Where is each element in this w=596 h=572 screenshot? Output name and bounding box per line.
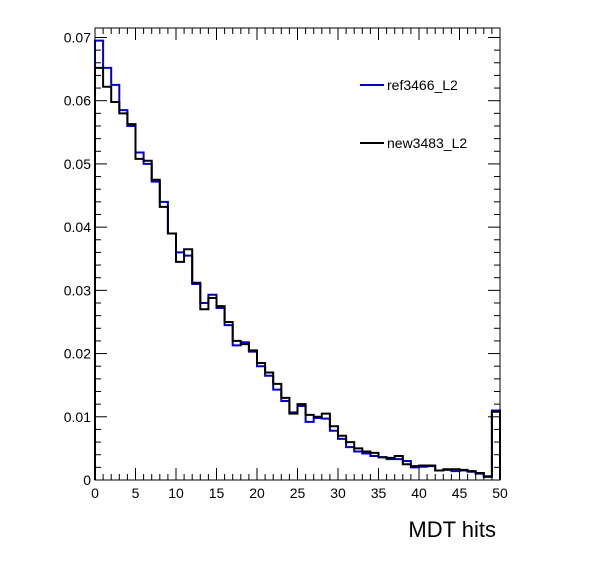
y-tick-label: 0.02: [64, 346, 91, 362]
x-tick-label: 30: [330, 485, 346, 501]
y-tick-label: 0.07: [64, 29, 91, 45]
y-tick-label: 0: [83, 472, 91, 488]
x-tick-label: 5: [132, 485, 140, 501]
x-tick-label: 50: [492, 485, 508, 501]
x-axis-title: MDT hits: [408, 517, 496, 542]
plot-frame: [94, 27, 501, 481]
y-tick-label: 0.04: [64, 219, 91, 235]
y-tick-label: 0.05: [64, 156, 91, 172]
y-tick-label: 0.03: [64, 282, 91, 298]
series-layer: [94, 39, 501, 480]
series-line: [94, 66, 501, 480]
x-tick-label: 0: [91, 485, 99, 501]
legend-item: new3483_L2: [360, 135, 467, 151]
legend-label: ref3466_L2: [387, 77, 458, 93]
series-new3483_L2: [94, 66, 501, 480]
x-tick-label: 20: [249, 485, 265, 501]
x-tick-label: 15: [209, 485, 225, 501]
legend-item: ref3466_L2: [360, 77, 458, 93]
x-tick-label: 25: [290, 485, 306, 501]
y-tick-label: 0.01: [64, 409, 91, 425]
x-tick-label: 35: [371, 485, 387, 501]
legend-label: new3483_L2: [387, 135, 467, 151]
x-tick-label: 40: [411, 485, 427, 501]
x-tick-label: 45: [452, 485, 468, 501]
y-tick-label: 0.06: [64, 93, 91, 109]
x-tick-label: 10: [168, 485, 184, 501]
legend: ref3466_L2 new3483_L2: [360, 77, 467, 151]
